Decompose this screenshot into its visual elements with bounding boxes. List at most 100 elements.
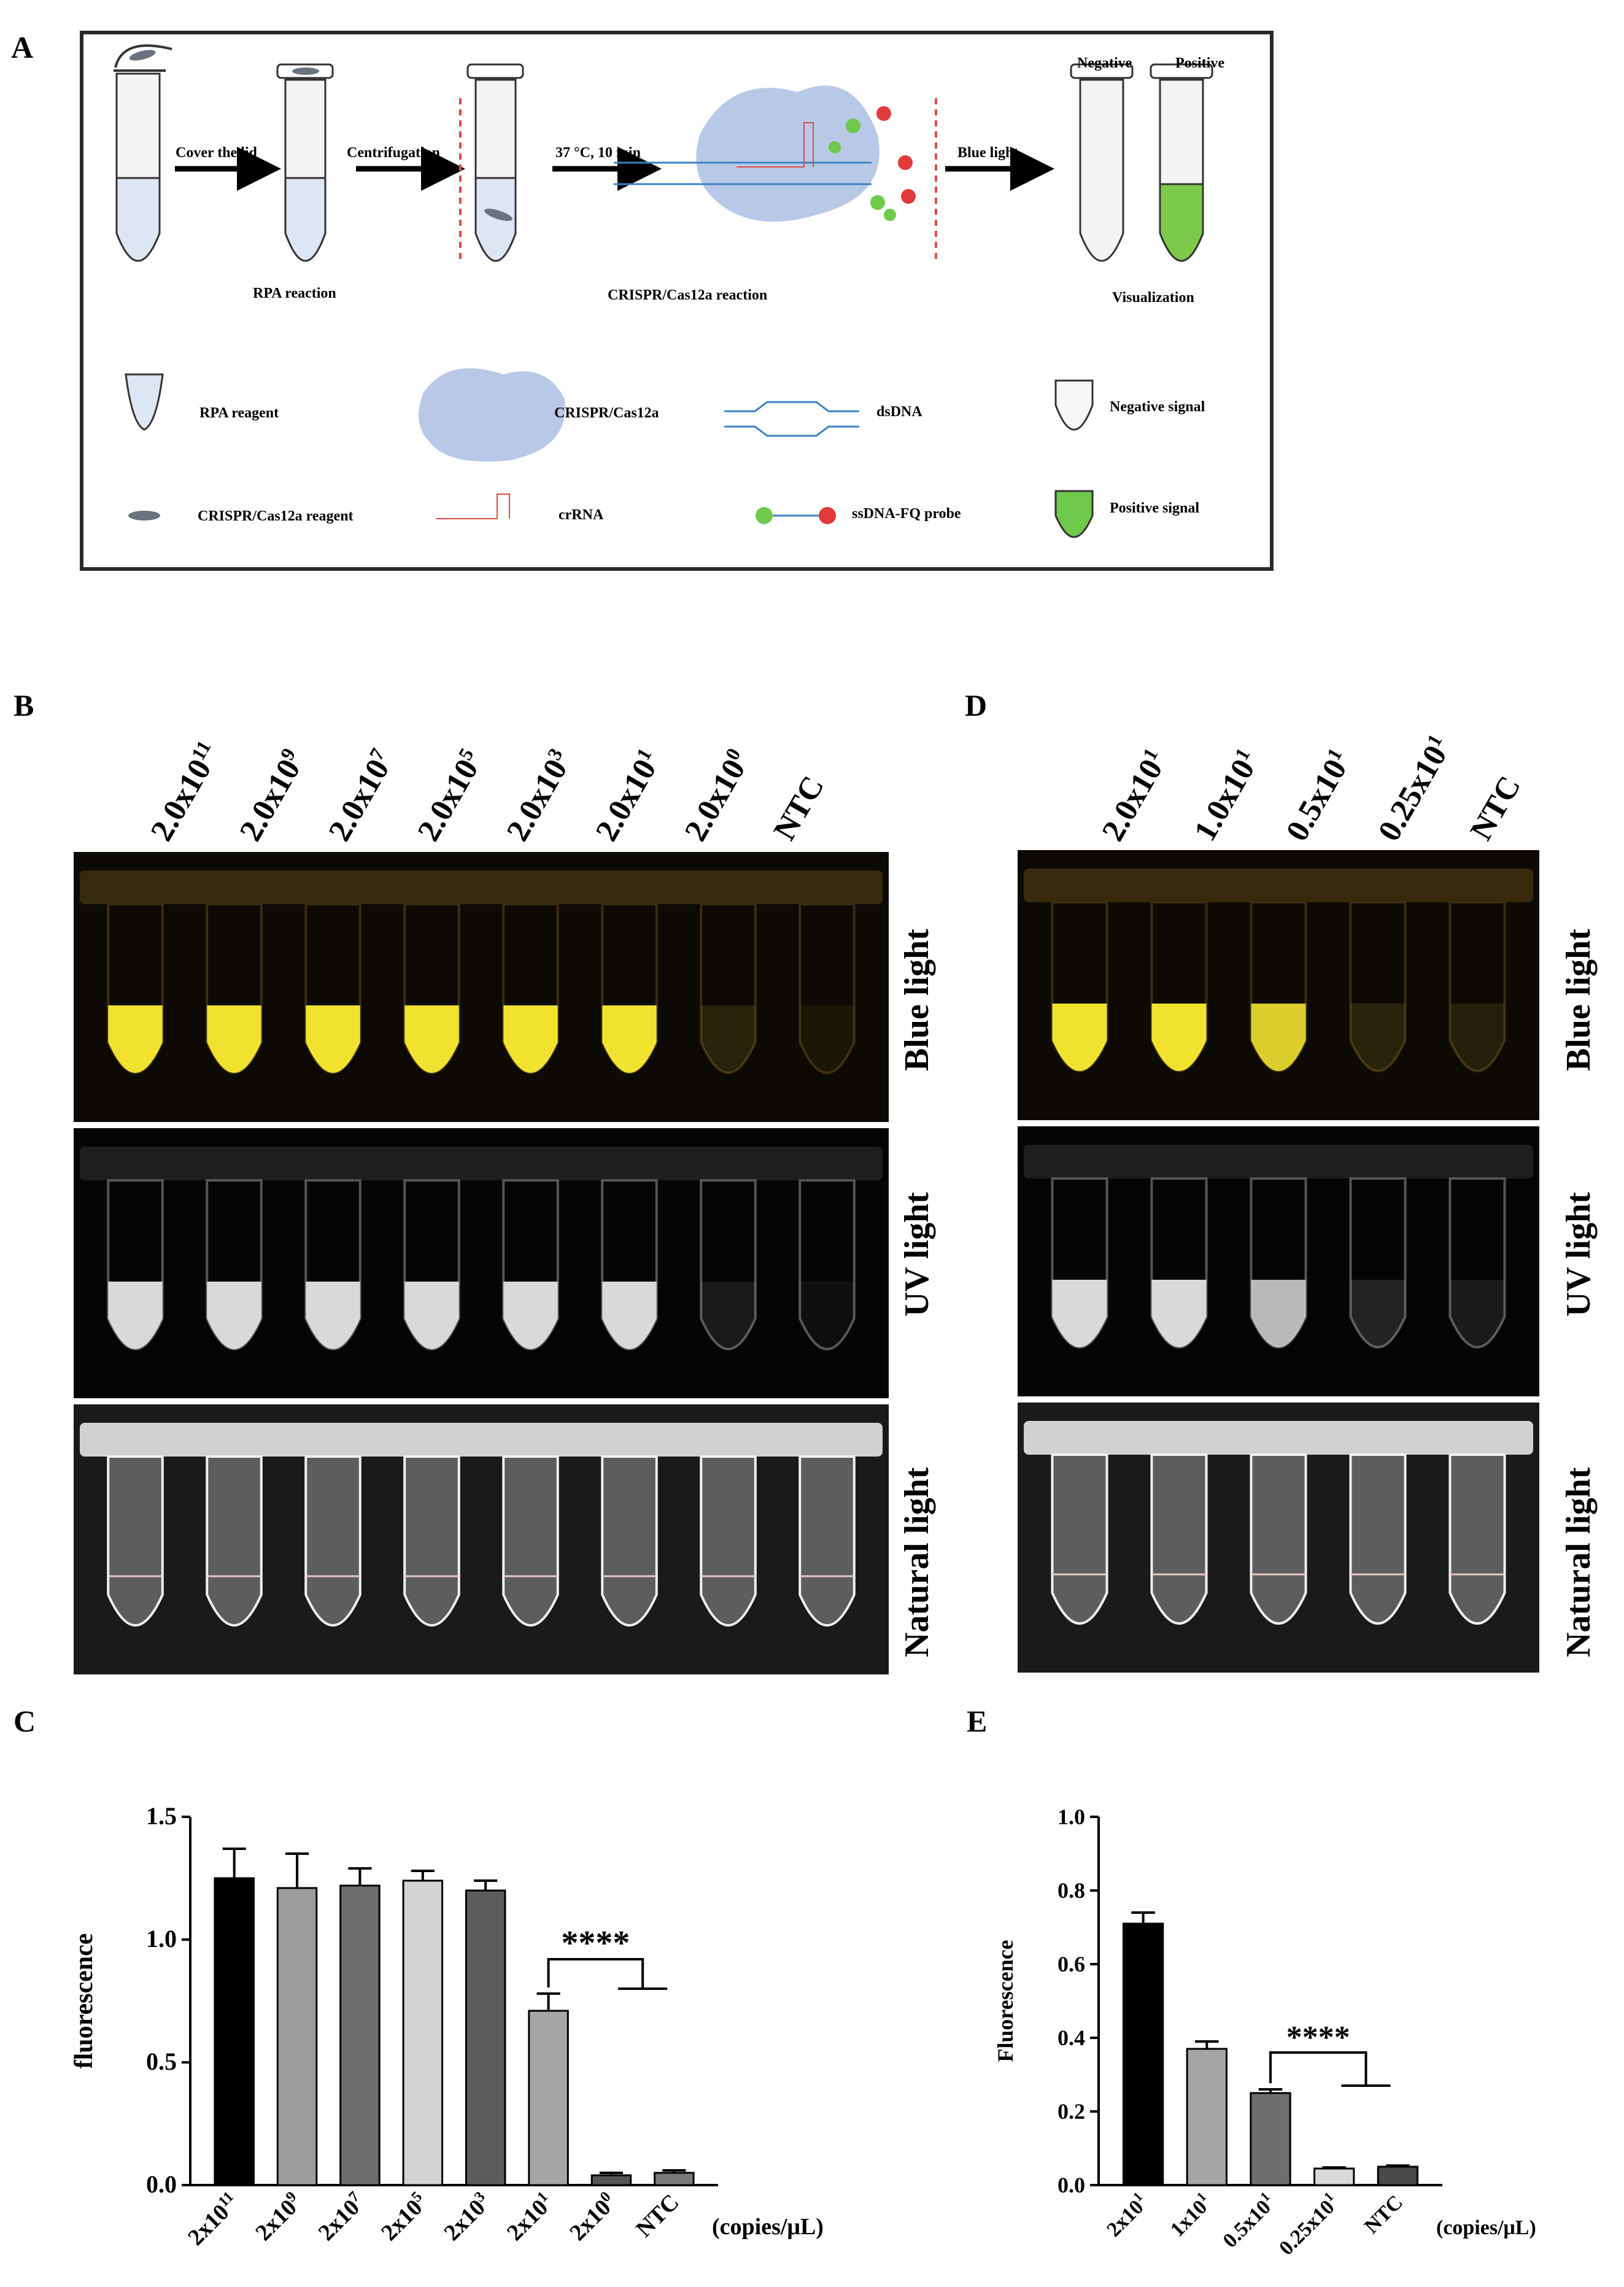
panel-d-natural-light-photo [1018, 1403, 1539, 1673]
panel-b-row-uv: UV light [898, 1192, 936, 1317]
tube-signal [1450, 1004, 1505, 1071]
panel-label-c: C [14, 1704, 36, 1738]
tube-signal [306, 1282, 360, 1349]
tube-signal [701, 1005, 756, 1073]
chart-c: 0.0 0.5 1.0 1.5 fluorescence 2x1011 2x109 2x107… [70, 1802, 824, 2251]
tube-signal [1251, 1280, 1306, 1347]
scheme-frame [80, 31, 1274, 571]
tube-signal [207, 1005, 261, 1073]
bar [465, 1889, 506, 2186]
panel-label-d: D [965, 688, 988, 722]
tube [1150, 1177, 1208, 1349]
panel-label-b: B [14, 688, 34, 722]
tube-signal [108, 1282, 163, 1349]
significance-marker: **** [1286, 2020, 1350, 2055]
panel-b-uv-light-photo [74, 1128, 889, 1398]
legend-cas12a: CRISPR/Cas12a [554, 405, 659, 421]
tube [798, 903, 856, 1074]
tube-signal [1350, 1280, 1406, 1347]
tube [700, 1179, 757, 1350]
legend-probe: ssDNA-FQ probe [852, 506, 961, 522]
y-tick-label: 1.5 [146, 1802, 177, 1830]
tube [1051, 1177, 1108, 1349]
panel-b-column-label: 2.0x105 [411, 744, 485, 847]
tube-strip [80, 1423, 883, 1457]
tube-signal [701, 1282, 756, 1349]
error-bar [599, 2172, 623, 2175]
y-tick-label: 0.5 [146, 2048, 177, 2075]
y-axis-label: Fluorescence [993, 1940, 1018, 2062]
tube-signal [306, 1005, 360, 1073]
tube [1250, 1453, 1307, 1625]
panel-d-row-uv: UV light [1560, 1192, 1598, 1317]
tube [304, 1455, 362, 1627]
x-axis-label: (copies/μL) [712, 2214, 824, 2240]
panel-label-e: E [967, 1704, 988, 1738]
tube [1250, 1177, 1307, 1349]
tube [304, 903, 362, 1074]
tube [1349, 1177, 1407, 1349]
legend-negative-signal: Negative signal [1110, 399, 1205, 415]
tube-strip [1024, 1421, 1533, 1455]
tube-signal [800, 1282, 854, 1349]
x-tick-label: 2x100 [564, 2188, 622, 2246]
panel-b-row-natural: Natural light [898, 1467, 936, 1657]
panel-d-column-label: 2.0x101 [1095, 744, 1170, 847]
y-tick-label: 0.2 [1058, 2099, 1085, 2124]
tube-closed [276, 63, 334, 262]
tube-signal [503, 1005, 558, 1073]
crrna-icon [436, 493, 510, 519]
x-tick-label: 2x107 [312, 2188, 370, 2246]
tube-centrifuged [466, 63, 524, 262]
cas-reaction-label: CRISPR/Cas12a reaction [608, 287, 768, 303]
tube-signal [1052, 1004, 1107, 1071]
error-bar [662, 2169, 686, 2173]
error-bar [1195, 2040, 1219, 2049]
rpa-reagent-icon [125, 373, 164, 431]
panel-label-a: A [11, 30, 34, 64]
tube [403, 903, 460, 1074]
dsdna-icon [724, 401, 859, 437]
scheme-diagram [114, 44, 1213, 538]
x-tick-label: 2x101 [1100, 2189, 1153, 2242]
tube [798, 1179, 856, 1350]
x-tick-label: NTC [1360, 2191, 1407, 2238]
error-bar [1258, 2088, 1283, 2093]
significance-bracket [547, 1958, 668, 1990]
tube-signal [1251, 1004, 1306, 1071]
legend-cas-reagent: CRISPR/Cas12a reagent [198, 508, 354, 524]
x-tick-label: 2x1011 [182, 2188, 244, 2250]
rpa-reaction-label: RPA reaction [253, 285, 336, 301]
tube-strip [1024, 1145, 1533, 1178]
tube [206, 903, 263, 1074]
tube [502, 903, 559, 1074]
legend-positive-signal: Positive signal [1110, 500, 1200, 516]
cas12a-complex [614, 85, 916, 222]
error-bar [411, 1870, 435, 1881]
tube-strip [80, 870, 883, 904]
tube [1349, 1453, 1407, 1625]
tube-signal [207, 1282, 261, 1349]
bar [339, 1884, 381, 2186]
x-tick-label: 0.25x101 [1273, 2189, 1344, 2260]
bar [1313, 2167, 1355, 2186]
error-bar [1386, 2164, 1410, 2167]
legend-dsdna: dsDNA [876, 404, 922, 420]
step-centrifugation: Centrifugation [347, 145, 440, 161]
x-tick-label: 2x103 [438, 2188, 496, 2246]
panel-d-blue-light-photo [1018, 850, 1539, 1120]
cas12a-icon [419, 368, 565, 462]
panel-b-blue-light-photo [74, 852, 889, 1122]
tube [1051, 901, 1108, 1072]
bar [1250, 2092, 1291, 2186]
tube [1150, 1453, 1208, 1625]
panel-b-column-label: 2.0x101 [589, 744, 663, 847]
y-tick-label: 0.0 [1058, 2173, 1085, 2197]
x-tick-label: 2x105 [376, 2188, 433, 2246]
tube [601, 1455, 658, 1627]
panel-b-column-label: 2.0x107 [322, 744, 396, 847]
x-axis-label: (copies/μL) [1436, 2216, 1536, 2239]
error-bar [1131, 1911, 1155, 1924]
bar [528, 2010, 569, 2186]
tube [502, 1179, 559, 1350]
